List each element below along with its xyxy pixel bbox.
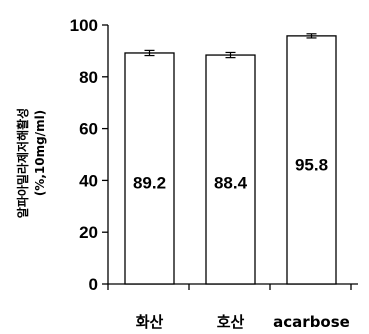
y-tick-labels: 0 20 40 60 80 100 bbox=[70, 16, 98, 294]
bars bbox=[124, 35, 337, 285]
error-bars bbox=[144, 33, 317, 59]
data-label: 89.2 bbox=[133, 173, 166, 192]
y-tick-label: 100 bbox=[70, 16, 98, 35]
bar bbox=[124, 52, 175, 285]
y-tick-label: 20 bbox=[79, 223, 98, 242]
y-axis-label: 알파아밀라제저해활성 (%,10mg/ml) bbox=[15, 108, 47, 218]
category-label: 화산 bbox=[136, 313, 164, 331]
category-label: 호산 bbox=[217, 313, 245, 331]
data-labels: 89.2 88.4 95.8 bbox=[133, 155, 328, 192]
y-tick-label: 80 bbox=[79, 68, 98, 87]
y-axis-label-line-1: 알파아밀라제저해활성 bbox=[15, 108, 30, 218]
data-label: 88.4 bbox=[214, 173, 248, 192]
bar bbox=[205, 54, 256, 285]
y-axis-label-line-2: (%,10mg/ml) bbox=[33, 110, 47, 196]
y-tick-label: 60 bbox=[79, 120, 98, 139]
data-label: 95.8 bbox=[295, 155, 328, 174]
y-tick-label: 40 bbox=[79, 171, 98, 190]
y-tick-label: 0 bbox=[89, 275, 98, 294]
category-label: acarbose bbox=[273, 313, 350, 331]
category-labels: 화산 호산 acarbose bbox=[136, 313, 350, 331]
